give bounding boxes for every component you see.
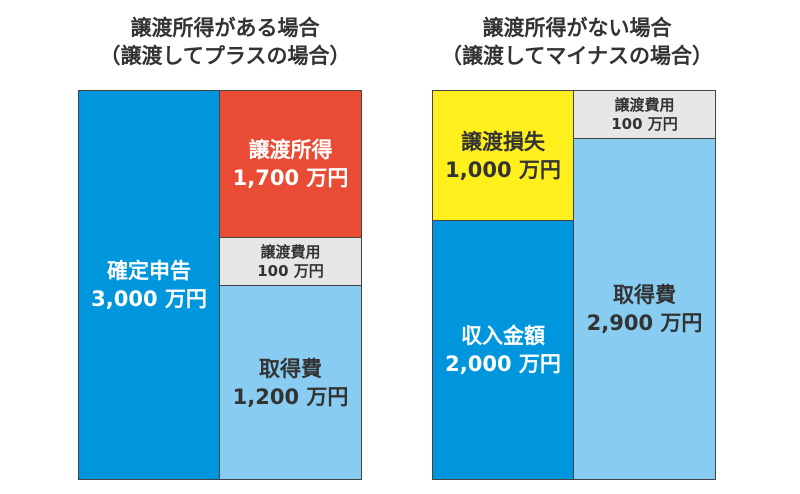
kakutei-label: 確定申告: [107, 259, 191, 283]
box-joto-shotoku: 譲渡所得 1,700 万円: [219, 90, 362, 238]
box-shunyu-kingaku: 収入金額 2,000 万円: [432, 220, 574, 480]
left-shutoku-hi-value: 1,200 万円: [232, 384, 349, 409]
box-right-shutoku-hi: 取得費 2,900 万円: [573, 138, 716, 480]
left-joto-hiyo-label: 譲渡費用: [260, 242, 321, 261]
right-shutoku-hi-label: 取得費: [613, 283, 676, 307]
right-title-line2: （譲渡してマイナスの場合）: [441, 44, 713, 68]
joto-sonshitsu-label: 譲渡損失: [461, 129, 545, 154]
right-joto-hiyo-label: 譲渡費用: [614, 95, 675, 114]
joto-shotoku-value: 1,700 万円: [232, 166, 349, 190]
right-title-line1: 譲渡所得がない場合: [482, 16, 672, 40]
right-shutoku-hi-value: 2,900 万円: [586, 311, 703, 335]
joto-shotoku-label: 譲渡所得: [248, 138, 333, 162]
left-joto-hiyo-value: 100 万円: [257, 261, 324, 280]
kakutei-value: 3,000 万円: [91, 287, 207, 311]
left-title: 譲渡所得がある場合 （譲渡してプラスの場合）: [60, 14, 390, 70]
shunyu-kingaku-label: 収入金額: [461, 324, 545, 348]
left-shutoku-hi-label: 取得費: [259, 356, 322, 381]
shunyu-kingaku-value: 2,000 万円: [445, 352, 561, 376]
box-left-joto-hiyo: 譲渡費用 100 万円: [219, 237, 362, 286]
box-right-joto-hiyo: 譲渡費用 100 万円: [573, 90, 716, 139]
joto-sonshitsu-value: 1,000 万円: [445, 157, 561, 182]
left-title-line2: （譲渡してプラスの場合）: [99, 44, 351, 68]
left-title-line1: 譲渡所得がある場合: [130, 16, 320, 40]
right-joto-hiyo-value: 100 万円: [611, 114, 678, 133]
box-joto-sonshitsu: 譲渡損失 1,000 万円: [432, 90, 574, 221]
box-left-shutoku-hi: 取得費 1,200 万円: [219, 285, 362, 480]
right-title: 譲渡所得がない場合 （譲渡してマイナスの場合）: [412, 14, 742, 70]
box-kakutei-shinkoku: 確定申告 3,000 万円: [78, 90, 220, 480]
